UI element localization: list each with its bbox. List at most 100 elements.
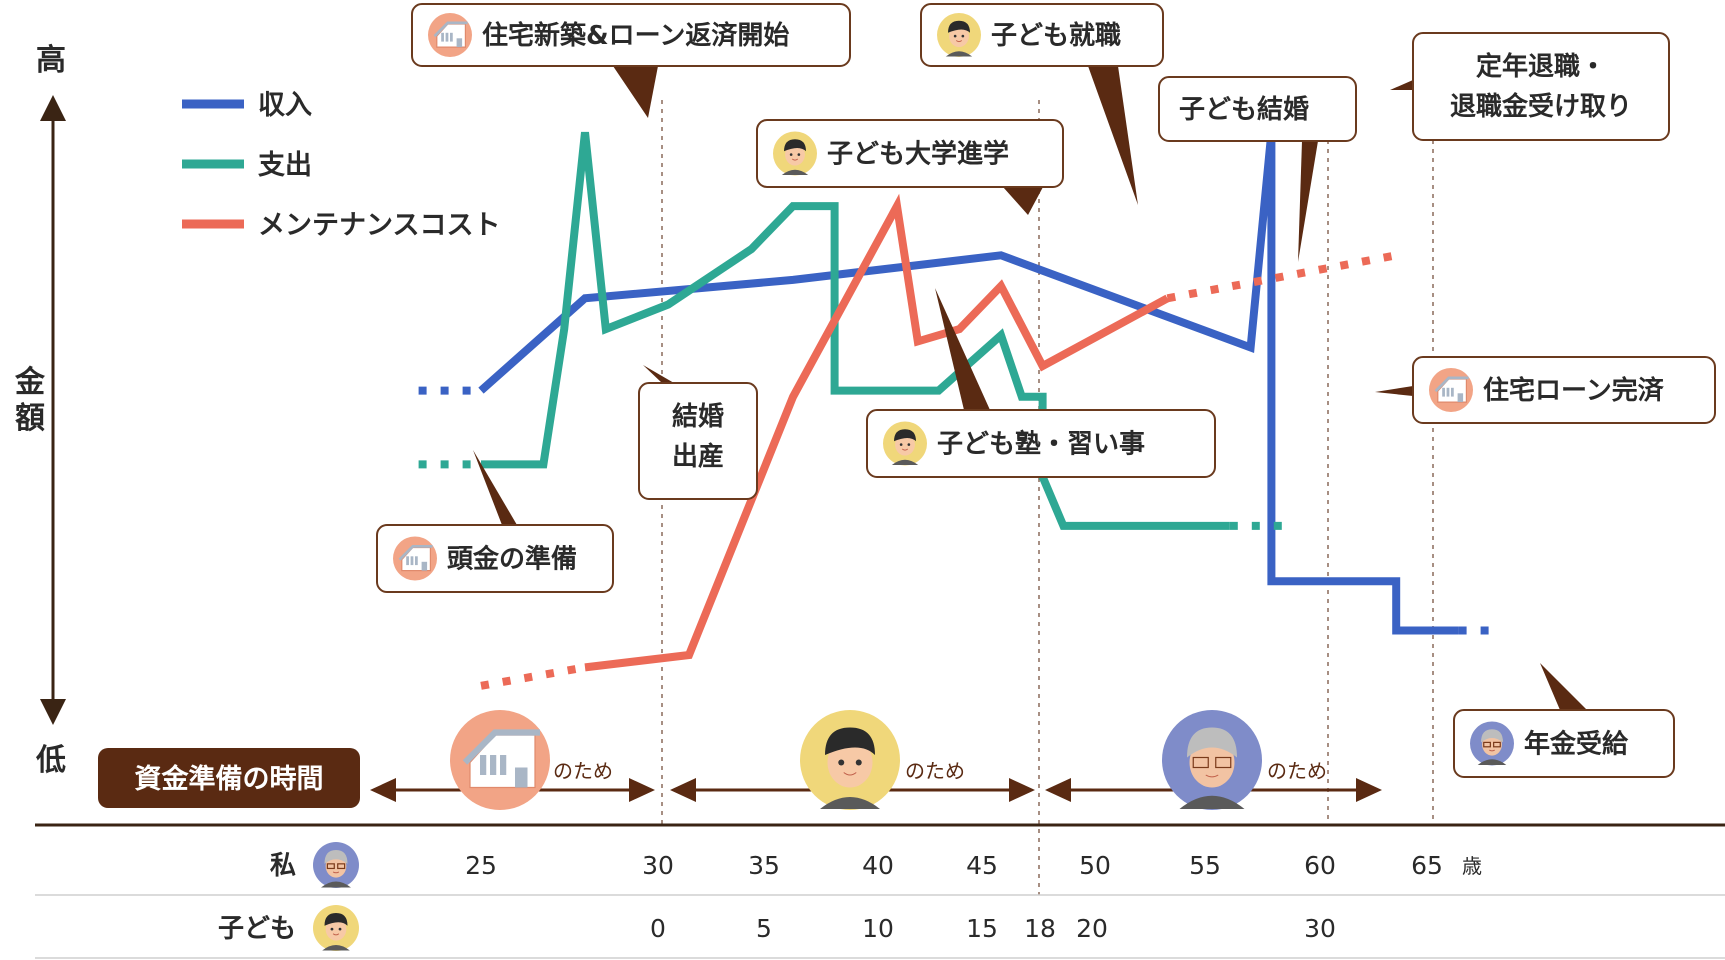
- x-tick-label: 25: [465, 851, 497, 880]
- callout-text: 子ども塾・習い事: [937, 429, 1145, 460]
- callout-pointer: [935, 288, 990, 410]
- house-icon: [393, 536, 437, 581]
- callout-box: [1412, 32, 1670, 141]
- child-avatar-icon: [883, 421, 927, 466]
- axis-row-label: 子ども: [218, 914, 296, 944]
- x-tick-label: 50: [1079, 851, 1111, 880]
- callout-box: [756, 119, 1064, 188]
- x-unit-label: 歳: [1462, 854, 1482, 878]
- x-tick-label: 5: [756, 914, 772, 943]
- x-tick-label: 60: [1304, 851, 1336, 880]
- series-dotted-end: [1166, 251, 1397, 303]
- callout-pointer: [1375, 386, 1413, 396]
- x-tick-label: 40: [862, 851, 894, 880]
- x-tick-label: 30: [642, 851, 674, 880]
- x-tick-label: 35: [748, 851, 780, 880]
- timeline-period-label: のため: [553, 759, 613, 783]
- series-0: [418, 131, 1501, 635]
- adult-avatar-icon: [1470, 721, 1514, 766]
- x-tick-label: 10: [862, 914, 894, 943]
- legend-label: 収入: [258, 90, 312, 121]
- arrow-left-icon: [370, 778, 396, 802]
- y-axis-bottom-label: 低: [35, 743, 66, 778]
- arrow-right-icon: [1356, 778, 1382, 802]
- adult-avatar-icon: [313, 842, 359, 888]
- callout-box: [1453, 709, 1675, 778]
- x-tick-label: 55: [1189, 851, 1221, 880]
- callout: 住宅ローン完済: [1375, 356, 1716, 424]
- child-avatar-icon: [773, 131, 817, 176]
- axis-row: 私 25 30 35 40 45 50 55 60 65 歳: [270, 842, 1482, 888]
- callout: 子ども塾・習い事: [866, 288, 1216, 478]
- callout-pointer: [1298, 141, 1318, 262]
- series-line: [478, 131, 1459, 635]
- callout-pointer: [1540, 663, 1587, 710]
- legend-item: メンテナンスコスト: [182, 210, 500, 241]
- callout: 定年退職・退職金受け取り: [1390, 32, 1670, 141]
- callout-text: 結婚: [672, 401, 724, 432]
- callout: 子ども就職: [920, 3, 1164, 205]
- legend-label: メンテナンスコスト: [258, 210, 500, 241]
- legend-item: 収入: [182, 90, 312, 121]
- x-tick-label: 65: [1411, 851, 1443, 880]
- callout-text: 住宅新築&ローン返済開始: [482, 20, 789, 51]
- callout-text: 年金受給: [1524, 729, 1629, 760]
- house-icon: [450, 710, 550, 810]
- callout-box: [866, 409, 1216, 478]
- callout-text: 頭金の準備: [447, 544, 577, 575]
- callout-box: [1158, 76, 1357, 142]
- arrow-right-icon: [629, 778, 655, 802]
- house-icon: [1429, 368, 1473, 412]
- x-tick-label: 0: [650, 914, 666, 943]
- callout-text-line2: 退職金受け取り: [1450, 91, 1632, 122]
- callout-pointer: [1003, 187, 1043, 215]
- callout-text: 子ども大学進学: [827, 139, 1009, 170]
- y-axis-up-arrow-icon: [40, 95, 66, 121]
- timeline-period: のため: [1045, 710, 1382, 810]
- callout: 頭金の準備: [376, 450, 614, 593]
- child-avatar-icon: [800, 710, 900, 810]
- x-tick-label: 45: [966, 851, 998, 880]
- timeline-period: のため: [670, 710, 1035, 810]
- arrow-right-icon: [1009, 778, 1035, 802]
- x-tick-label: 20: [1076, 914, 1108, 943]
- child-avatar-icon: [937, 13, 981, 57]
- callout-pointer: [1088, 66, 1138, 205]
- timeline-period-label: のため: [905, 759, 965, 783]
- callout-box: [1412, 356, 1716, 424]
- series-2: [480, 193, 1397, 690]
- callout: 子ども大学進学: [756, 119, 1064, 215]
- timeline-period-label: のため: [1267, 759, 1327, 783]
- legend-item: 支出: [182, 150, 312, 181]
- x-tick-label: 30: [1304, 914, 1336, 943]
- x-tick-label: 15: [966, 914, 998, 943]
- child-avatar-icon: [313, 905, 359, 951]
- timeline-badge-text: 資金準備の時間: [135, 763, 324, 795]
- timeline-badge-box: [98, 748, 360, 808]
- series-dotted-start: [480, 663, 586, 690]
- callout-text: 子ども結婚: [1179, 94, 1309, 125]
- callout-pointer: [643, 365, 674, 383]
- y-axis-label: 金額: [14, 365, 46, 436]
- callout-text: 子ども就職: [991, 21, 1121, 51]
- timeline-badge: 資金準備の時間: [98, 748, 360, 808]
- callout-box: [920, 3, 1164, 67]
- callout-pointer: [1390, 80, 1413, 90]
- callout-box: [638, 382, 758, 500]
- y-axis: 高 低 金額: [14, 43, 66, 778]
- timeline-period: のため: [370, 710, 655, 810]
- y-axis-top-label: 高: [36, 43, 66, 78]
- y-axis-down-arrow-icon: [40, 699, 66, 725]
- arrow-left-icon: [670, 778, 696, 802]
- callout: 子ども結婚: [1158, 76, 1357, 262]
- callout: 年金受給: [1453, 663, 1675, 778]
- callout-text: 定年退職・: [1476, 51, 1606, 82]
- callout-text: 住宅ローン完済: [1483, 375, 1665, 406]
- callout: 住宅新築&ローン返済開始: [411, 3, 851, 118]
- callout-text-line2: 出産: [672, 441, 724, 472]
- callout-pointer: [473, 450, 517, 525]
